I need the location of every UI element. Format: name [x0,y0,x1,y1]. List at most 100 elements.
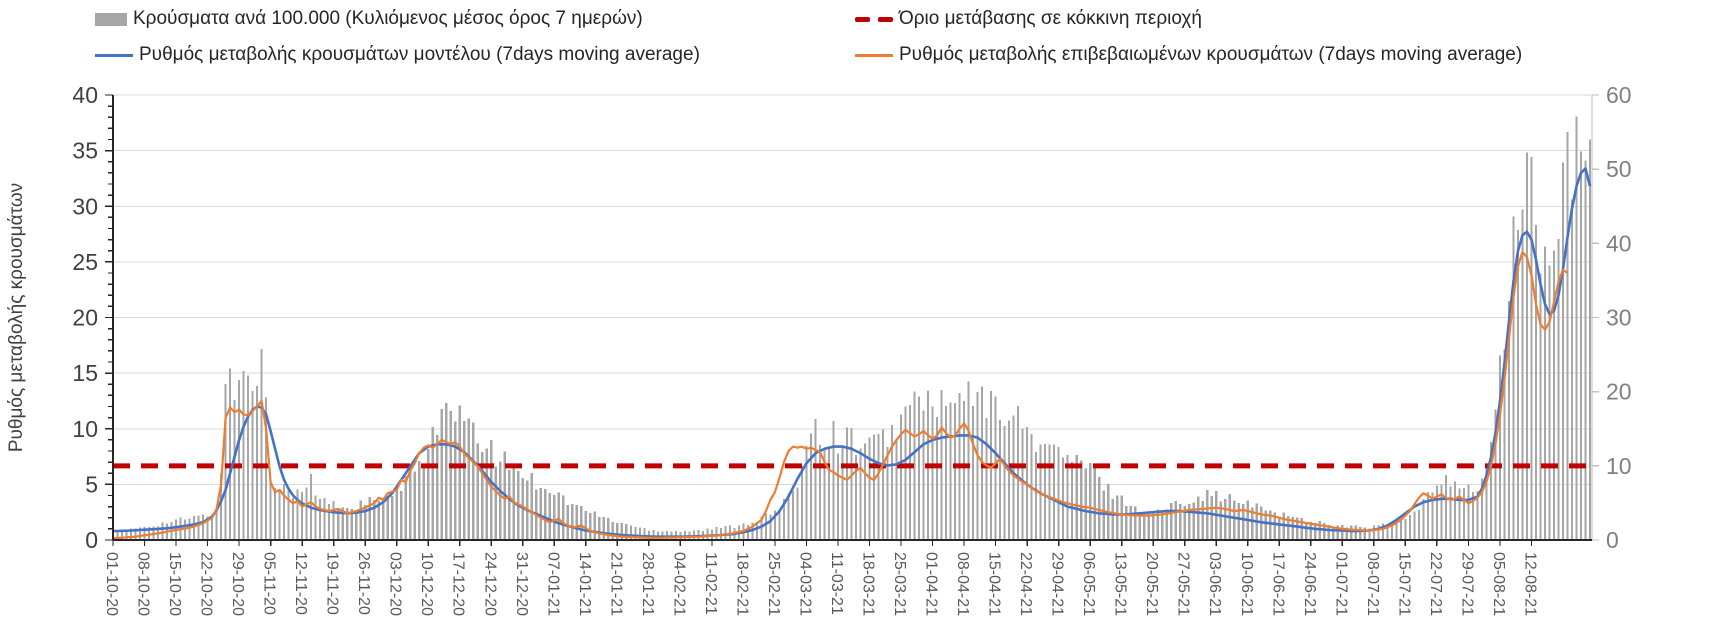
daily-bar [161,522,164,540]
left-axis-tick-label: 25 [72,249,98,275]
daily-bar [350,508,353,540]
daily-bar [1300,518,1303,540]
legend-item-confirmed-rate: Ρυθμός μεταβολής επιβεβαιωμένων κρουσμάτ… [855,44,1522,66]
daily-bar [260,348,263,540]
daily-bar [1305,521,1308,540]
daily-bar [625,524,628,540]
x-axis-tick-label: 06-05-21 [1080,552,1097,616]
daily-bar [602,517,605,540]
daily-bar [197,515,200,540]
daily-bar [967,381,970,540]
left-axis-tick-label: 40 [72,82,98,108]
x-axis-tick-label: 29-10-20 [229,552,246,616]
daily-bar [760,516,763,540]
daily-bar [575,504,578,540]
daily-bar [1192,502,1195,540]
x-axis-tick-label: 01-04-21 [923,552,940,616]
x-axis-tick-label: 12-08-21 [1521,552,1538,616]
daily-bar [1179,503,1182,540]
daily-bar [580,506,583,540]
daily-bar [1138,513,1141,540]
daily-bar [755,522,758,540]
daily-bar [805,446,808,540]
daily-bar [269,482,272,540]
daily-bar [850,428,853,540]
daily-bar [1413,511,1416,540]
daily-bar [292,497,295,540]
daily-bar [1125,505,1128,540]
x-axis-tick-label: 08-07-21 [1364,552,1381,616]
daily-bar [1224,498,1227,540]
daily-bar [188,518,191,540]
x-axis-tick-label: 10-12-20 [418,552,435,616]
chart-legend: Κρούσματα ανά 100.000 (Κυλιόμενος μέσος … [0,0,1712,78]
daily-bar [440,409,443,540]
blue-line-swatch-icon [95,53,133,57]
daily-bar [544,488,547,540]
daily-bar [301,492,304,540]
daily-bar [1444,474,1447,540]
legend-label-confirmed-rate: Ρυθμός μεταβολής επιβεβαιωμένων κρουσμάτ… [899,44,1523,65]
daily-bar [782,499,786,540]
daily-bar [328,504,331,540]
daily-bar [147,527,151,540]
daily-bar [976,392,979,540]
daily-bar [233,400,236,540]
daily-bar [791,491,795,540]
daily-bar [1165,509,1168,540]
left-axis: 0 5 10 15 20 25 30 35 40 Ρυθμός μεταβολής κρουσμά… [6,82,114,553]
daily-bar [1021,428,1024,540]
daily-bar [548,493,551,540]
daily-bar [1170,502,1173,540]
daily-bar [1431,492,1434,540]
daily-bar [1489,442,1492,540]
left-axis-tick-label: 30 [72,193,98,219]
daily-bar [1521,209,1524,541]
daily-bar [764,513,767,540]
daily-bar [202,514,205,540]
daily-bar [467,418,470,540]
x-axis-tick-label: 05-08-21 [1490,552,1507,616]
left-axis-tick-label: 15 [72,360,98,386]
x-axis-tick-label: 22-07-21 [1427,552,1444,616]
daily-bar [409,468,412,540]
x-axis-tick-label: 15-07-21 [1395,552,1412,616]
daily-bar [908,405,912,540]
daily-bar [395,489,398,540]
daily-bar [1485,465,1488,540]
daily-bar [296,489,299,540]
daily-bar [1017,405,1020,540]
daily-bar [251,390,254,540]
x-axis-tick-label: 01-10-20 [103,552,120,616]
daily-bar [1003,426,1006,540]
left-axis-tick-label: 0 [85,527,98,553]
daily-bar [584,510,587,540]
daily-bar [1296,517,1299,540]
x-axis-tick-label: 29-04-21 [1049,552,1066,616]
daily-bar [211,514,214,540]
daily-bar [1161,511,1164,540]
daily-bar [1516,230,1520,540]
daily-bar [1539,273,1542,540]
daily-bar [845,427,849,540]
daily-bar [238,380,241,540]
daily-bar [1584,160,1587,540]
daily-bar [638,527,641,540]
right-axis: 0 10 20 30 40 50 60 [1591,82,1632,553]
legend-label-model-rate: Ρυθμός μεταβολής κρουσμάτων μοντέλου (7d… [139,44,700,65]
daily-bar [1210,496,1213,540]
daily-bar [472,422,475,540]
daily-bar [800,466,804,540]
daily-bar [1566,132,1569,540]
daily-bar [1035,452,1038,540]
daily-bar [1386,524,1389,540]
daily-bar [539,487,542,540]
daily-bar [1588,139,1592,540]
daily-bar [913,391,916,540]
daily-bar [1552,250,1556,540]
x-axis-tick-label: 18-03-21 [860,552,877,616]
daily-bar [382,497,385,540]
bar-swatch-icon [95,12,127,26]
daily-bar [314,495,317,540]
